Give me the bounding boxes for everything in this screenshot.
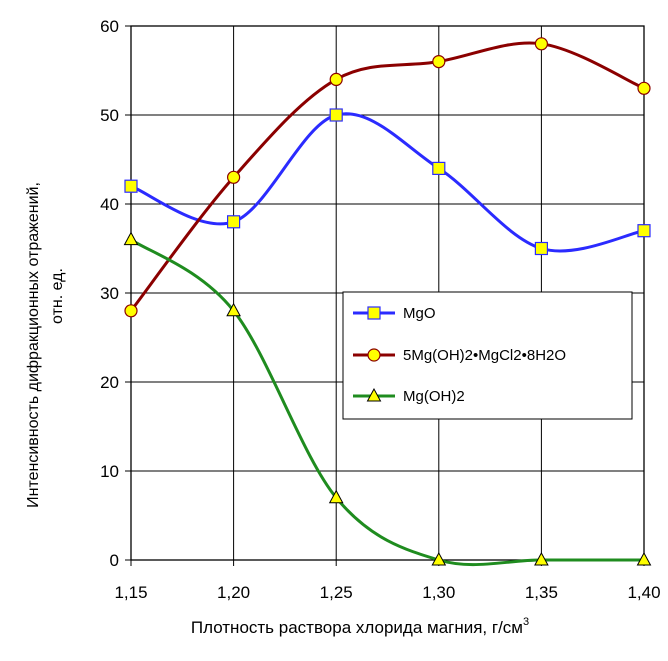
y-axis-title-line1: Интенсивность дифракционных отражений, xyxy=(25,182,42,508)
x-tick-labels: 1,15 1,20 1,25 1,30 1,35 1,40 xyxy=(114,583,660,602)
x-tick-label: 1,15 xyxy=(114,583,147,602)
data-point-magnesium-hydroxide xyxy=(431,551,447,566)
x-axis-title-main: Плотность раствора хлорида магния, г/см xyxy=(191,618,523,637)
y-tick-label: 0 xyxy=(110,551,119,570)
data-point-mgo xyxy=(534,241,549,256)
data-point-magnesium-hydroxide xyxy=(636,551,652,566)
y-tick-label: 20 xyxy=(100,373,119,392)
data-point-magnesium-hydroxide xyxy=(328,489,344,504)
x-axis-title: Плотность раствора хлорида магния, г/см3 xyxy=(191,616,529,637)
data-point-hydroxychloride xyxy=(227,170,241,184)
y-tick-label: 60 xyxy=(100,17,119,36)
legend-marker xyxy=(366,387,382,402)
data-point-magnesium-hydroxide xyxy=(534,551,549,566)
y-axis-title: Интенсивность дифракционных отражений, о… xyxy=(25,182,66,508)
x-axis-title-superscript: 3 xyxy=(523,616,529,628)
data-point-hydroxychloride xyxy=(124,304,138,318)
series-magnesium-hydroxide xyxy=(123,231,652,567)
y-tick-label: 50 xyxy=(100,106,119,125)
data-point-hydroxychloride xyxy=(637,81,651,95)
x-tick-label: 1,30 xyxy=(422,583,455,602)
data-point-mgo xyxy=(329,108,343,122)
x-tick-label: 1,35 xyxy=(525,583,558,602)
series-group xyxy=(123,37,652,567)
legend-item-hydroxychloride: 5Mg(OH)2•MgCl2•8H2O xyxy=(353,347,566,364)
data-point-mgo xyxy=(432,161,446,175)
series-line-hydroxychloride xyxy=(129,41,645,312)
data-point-mgo xyxy=(227,215,241,229)
data-point-magnesium-hydroxide xyxy=(226,302,241,317)
legend-marker xyxy=(367,348,381,362)
y-tick-label: 10 xyxy=(100,462,119,481)
legend-label: MgO xyxy=(403,305,436,322)
legend: MgO 5Mg(OH)2•MgCl2•8H2O Mg(OH)2 xyxy=(342,291,633,420)
series-hydroxychloride xyxy=(124,37,651,318)
x-tick-label: 1,20 xyxy=(217,583,250,602)
legend-item-magnesium-hydroxide: Mg(OH)2 xyxy=(353,387,465,405)
legend-label: Mg(OH)2 xyxy=(403,388,465,405)
data-point-mgo xyxy=(124,179,138,193)
y-tick-label: 30 xyxy=(100,284,119,303)
y-tick-labels: 0 10 20 30 40 50 60 xyxy=(100,17,119,570)
data-point-hydroxychloride xyxy=(534,37,549,51)
legend-item-mgo: MgO xyxy=(353,305,436,322)
series-mgo xyxy=(124,108,651,256)
data-point-magnesium-hydroxide xyxy=(123,231,139,246)
data-point-hydroxychloride xyxy=(329,72,343,87)
data-point-mgo xyxy=(637,224,651,238)
y-tick-label: 40 xyxy=(100,195,119,214)
legend-marker xyxy=(367,306,381,320)
x-tick-label: 1,40 xyxy=(627,583,660,602)
x-tick-label: 1,25 xyxy=(320,583,353,602)
data-point-hydroxychloride xyxy=(432,54,446,69)
plot-border xyxy=(130,25,645,561)
legend-label: 5Mg(OH)2•MgCl2•8H2O xyxy=(403,347,566,364)
y-axis-title-line2: отн. ед. xyxy=(49,268,66,324)
